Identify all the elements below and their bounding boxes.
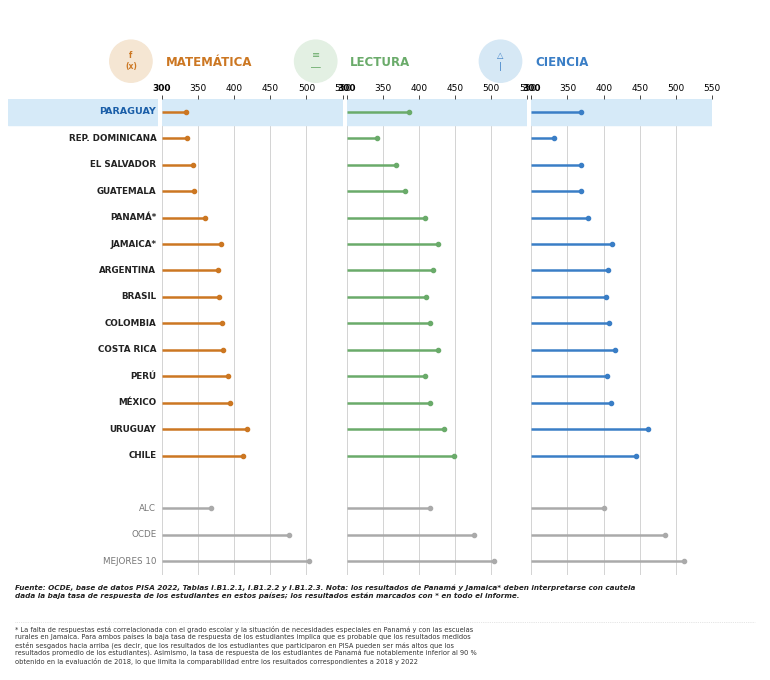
Text: GUATEMALA: GUATEMALA	[97, 186, 156, 196]
Text: CIENCIA: CIENCIA	[535, 56, 588, 69]
Text: ≡
―: ≡ ―	[311, 50, 320, 72]
Bar	[162, 99, 343, 124]
Text: COSTA RICA: COSTA RICA	[98, 345, 156, 354]
Text: PARAGUAY: PARAGUAY	[99, 107, 156, 116]
Text: ARGENTINA: ARGENTINA	[99, 266, 156, 275]
Text: Fuente: OCDE, base de datos PISA 2022, Tablas I.B1.2.1, I.B1.2.2 y I.B1.2.3. Not: Fuente: OCDE, base de datos PISA 2022, T…	[15, 585, 636, 599]
Text: JAMAICA*: JAMAICA*	[110, 239, 156, 249]
Text: URUGUAY: URUGUAY	[109, 424, 156, 434]
Text: COLOMBIA: COLOMBIA	[105, 319, 156, 328]
Bar	[8, 99, 158, 124]
Text: REP. DOMINICANA: REP. DOMINICANA	[69, 134, 156, 143]
Bar	[346, 99, 527, 124]
Text: ALC: ALC	[139, 504, 156, 513]
Text: PERÚ: PERÚ	[130, 372, 156, 381]
Text: f
(x): f (x)	[125, 52, 137, 71]
Text: △
|: △ |	[497, 52, 504, 71]
Text: MEJORES 10: MEJORES 10	[103, 557, 156, 566]
Bar	[531, 99, 712, 124]
Text: LECTURA: LECTURA	[350, 56, 410, 69]
Text: MATEMÁTICA: MATEMÁTICA	[166, 56, 252, 69]
Text: OCDE: OCDE	[131, 530, 156, 539]
Text: MÉXICO: MÉXICO	[118, 398, 156, 407]
Text: * La falta de respuestas está correlacionada con el grado escolar y la situación: * La falta de respuestas está correlacio…	[15, 626, 477, 665]
Text: BRASIL: BRASIL	[121, 292, 156, 301]
Text: CHILE: CHILE	[129, 451, 156, 460]
Text: PANAMÁ*: PANAMÁ*	[110, 213, 156, 222]
Text: EL SALVADOR: EL SALVADOR	[90, 160, 156, 169]
